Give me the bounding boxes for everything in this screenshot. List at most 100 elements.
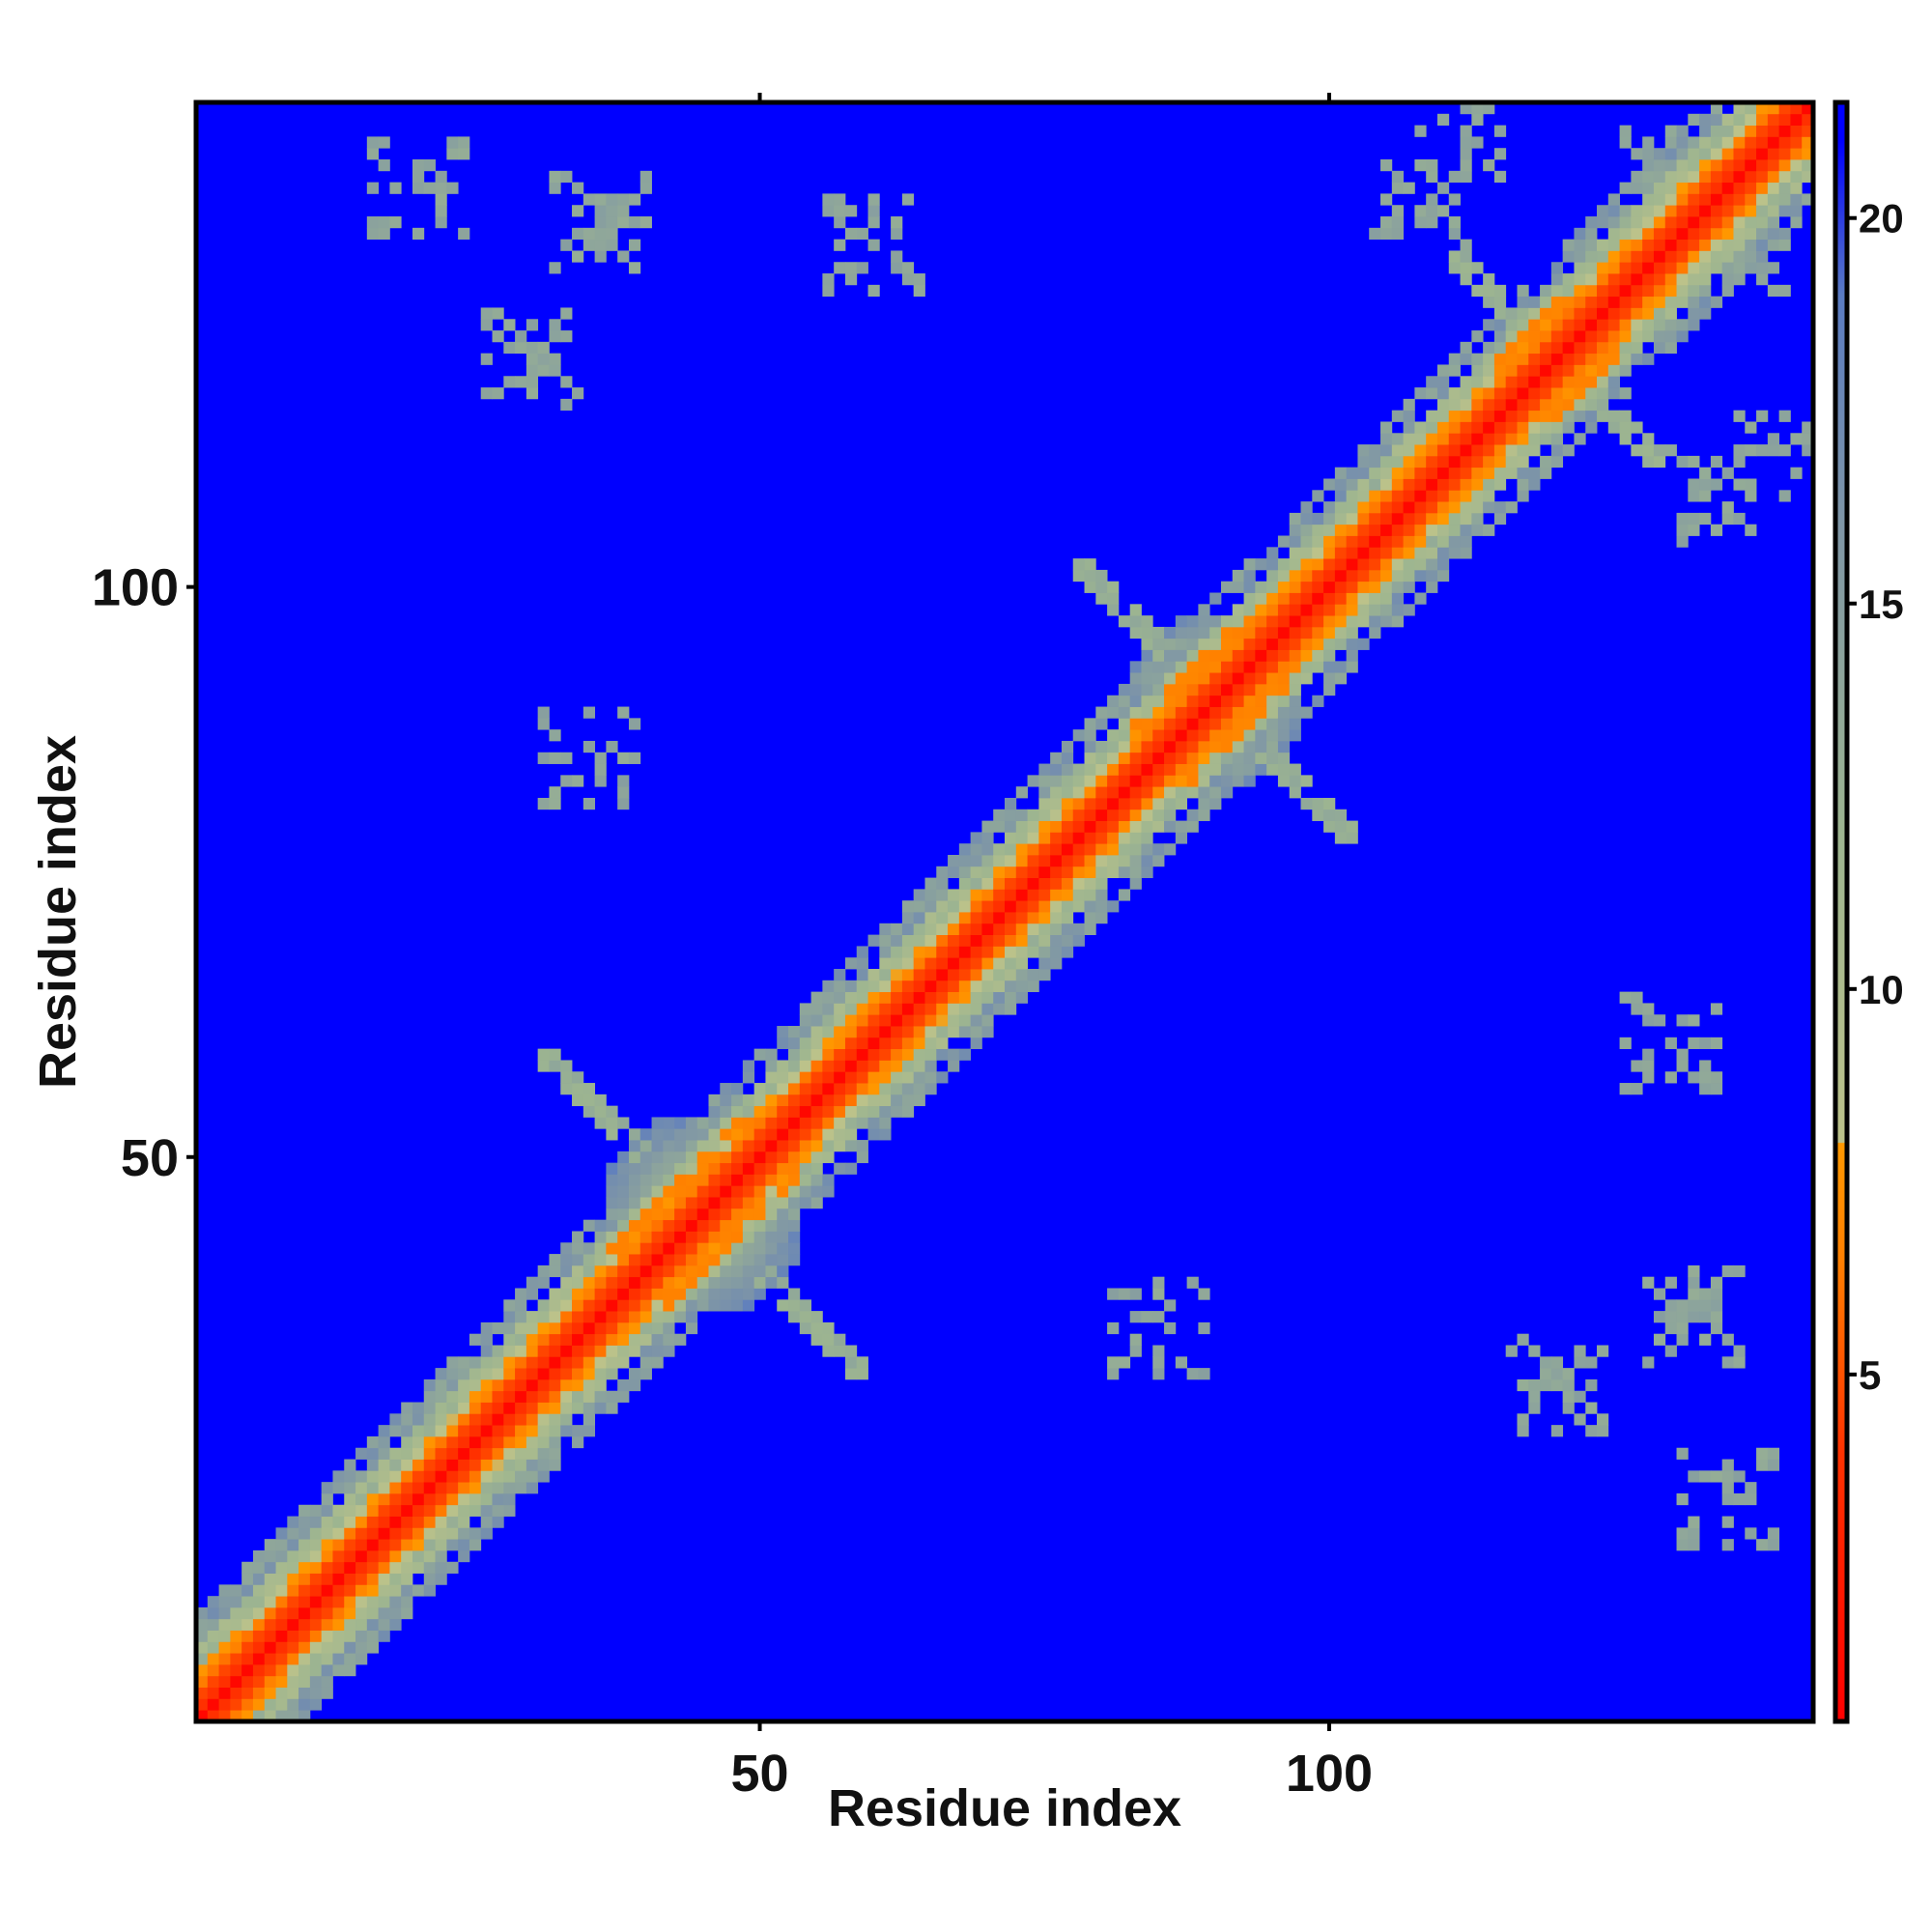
colorbar-gradient — [1833, 99, 1850, 1724]
heatmap-cell — [913, 957, 925, 970]
heatmap-cell — [742, 1060, 755, 1072]
heatmap-cell — [1790, 433, 1803, 445]
heatmap-cell — [287, 1663, 299, 1677]
heatmap-cell — [867, 239, 880, 251]
heatmap-cell — [834, 239, 846, 251]
heatmap-cell — [765, 1231, 778, 1243]
heatmap-cell — [1220, 775, 1234, 787]
heatmap-cell — [1312, 535, 1324, 548]
heatmap-cell — [1517, 433, 1529, 445]
heatmap-cell — [1448, 250, 1461, 263]
heatmap-cell — [913, 946, 925, 958]
heatmap-cell — [685, 1276, 698, 1289]
heatmap-cell — [515, 1447, 527, 1460]
heatmap-cell — [503, 319, 516, 331]
heatmap-cell — [1084, 718, 1096, 730]
heatmap-cell — [1164, 763, 1177, 776]
heatmap-cell — [879, 1048, 892, 1061]
heatmap-cell — [936, 1003, 949, 1015]
heatmap-cell — [958, 843, 972, 856]
heatmap-cell — [685, 1185, 698, 1198]
heatmap-cell — [1312, 661, 1324, 673]
heatmap-cell — [1550, 1368, 1564, 1380]
heatmap-cell — [1277, 740, 1291, 753]
heatmap-cell — [628, 1231, 641, 1243]
heatmap-cell — [344, 1492, 356, 1506]
heatmap-cell — [1015, 957, 1028, 970]
heatmap-cell — [1095, 889, 1108, 901]
heatmap-cell — [1198, 615, 1210, 628]
heatmap-cell — [1460, 250, 1472, 263]
heatmap-cell — [572, 1231, 584, 1243]
heatmap-cell — [401, 1482, 413, 1494]
heatmap-cell — [1255, 718, 1267, 730]
heatmap-cell — [594, 1390, 607, 1403]
heatmap-cell — [1050, 877, 1063, 890]
heatmap-cell — [1277, 535, 1291, 548]
heatmap-cell — [1664, 1037, 1677, 1050]
heatmap-cell — [1460, 102, 1472, 115]
heatmap-cell — [1574, 433, 1586, 445]
heatmap-cell — [1380, 615, 1393, 628]
heatmap-cell — [867, 1048, 880, 1061]
heatmap-cell — [924, 877, 937, 890]
heatmap-cell — [537, 1402, 550, 1414]
heatmap-cell — [617, 706, 630, 719]
heatmap-cell — [1141, 866, 1153, 878]
heatmap-cell — [1084, 900, 1096, 913]
heatmap-cell — [321, 1653, 333, 1665]
heatmap-cell — [1505, 1345, 1518, 1357]
heatmap-cell — [765, 1276, 778, 1289]
heatmap-cell — [1095, 797, 1108, 810]
heatmap-cell — [970, 923, 982, 935]
heatmap-cell — [1175, 763, 1188, 776]
heatmap-cell — [1802, 159, 1814, 172]
heatmap-cell — [777, 1037, 789, 1050]
heatmap-cell — [901, 991, 915, 1004]
heatmap-cell — [1346, 501, 1358, 514]
heatmap-cell — [981, 923, 994, 935]
heatmap-cell — [879, 1014, 892, 1027]
heatmap-cell — [1733, 125, 1746, 137]
heatmap-cell — [458, 1470, 470, 1483]
heatmap-cell — [492, 1482, 504, 1494]
heatmap-cell — [1721, 1356, 1734, 1369]
heatmap-cell — [606, 1299, 618, 1312]
heatmap-cell — [560, 1378, 573, 1392]
heatmap-cell — [1129, 763, 1142, 776]
heatmap-cell — [720, 1231, 732, 1243]
heatmap-cell — [582, 797, 596, 810]
heatmap-cell — [1164, 752, 1177, 764]
heatmap-cell — [617, 216, 630, 229]
heatmap-cell — [1710, 478, 1723, 491]
heatmap-cell — [879, 1003, 892, 1015]
heatmap-cell — [572, 1242, 584, 1255]
heatmap-cell — [1471, 353, 1484, 365]
heatmap-cell — [1710, 227, 1723, 241]
heatmap-cell — [1129, 740, 1142, 753]
heatmap-cell — [1027, 832, 1039, 844]
heatmap-cell — [435, 1516, 447, 1528]
heatmap-cell — [560, 1425, 573, 1437]
heatmap-cell — [606, 1368, 618, 1380]
heatmap-cell — [446, 148, 459, 160]
heatmap-cell — [560, 170, 573, 184]
heatmap-cell — [1607, 421, 1620, 434]
heatmap-cell — [1562, 273, 1575, 286]
heatmap-cell — [606, 1105, 618, 1118]
heatmap-cell — [1164, 1321, 1177, 1335]
heatmap-cell — [1471, 387, 1484, 400]
heatmap-cell — [1767, 193, 1780, 206]
heatmap-cell — [549, 319, 561, 331]
heatmap-cell — [560, 1288, 573, 1300]
heatmap-cell — [1448, 444, 1461, 457]
heatmap-cell — [1243, 661, 1256, 673]
heatmap-cell — [1209, 718, 1222, 730]
heatmap-cell — [1756, 148, 1769, 160]
heatmap-cell — [1300, 638, 1313, 650]
heatmap-cell — [594, 1254, 607, 1266]
heatmap-cell — [879, 1094, 892, 1107]
heatmap-cell — [1129, 695, 1142, 707]
heatmap-cell — [1015, 923, 1028, 935]
heatmap-cell — [594, 1368, 607, 1380]
